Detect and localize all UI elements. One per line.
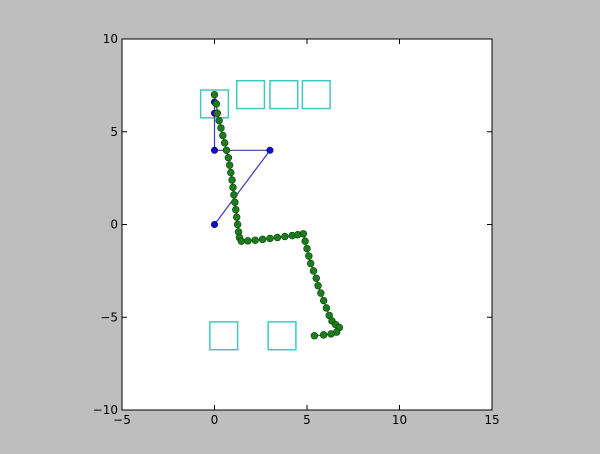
- obstacle-square: [267, 321, 297, 351]
- y-tick-label: 10: [103, 32, 118, 46]
- tracked-path-point: [322, 304, 331, 312]
- planned-path-point: [211, 221, 219, 229]
- y-tick-label: −5: [100, 310, 118, 324]
- tracked-path-point: [299, 230, 307, 238]
- tracked-path-point: [217, 124, 225, 132]
- tracked-path-point: [303, 244, 311, 253]
- tracked-path-point: [314, 282, 322, 290]
- tracked-path-point: [251, 236, 259, 244]
- x-tick-label: 15: [484, 413, 499, 427]
- tracked-path-point: [224, 154, 233, 162]
- tracked-path-point: [222, 146, 231, 155]
- x-tick-label: 5: [303, 413, 311, 427]
- x-tick-label: −5: [113, 413, 131, 427]
- planned-path-point: [266, 146, 274, 154]
- obstacle-square: [209, 321, 239, 351]
- tracked-path-point: [232, 205, 240, 214]
- tracked-path-point: [309, 267, 318, 275]
- tracked-path-point: [233, 220, 242, 229]
- tracked-path-point: [310, 332, 319, 340]
- planned-path-point: [211, 146, 219, 154]
- x-tick-label: 10: [392, 413, 407, 427]
- tracked-path-point: [220, 139, 229, 147]
- tracked-path-point: [301, 237, 309, 245]
- tracked-path-point: [231, 198, 239, 206]
- tracked-path-point: [307, 259, 315, 268]
- tracked-path-point: [210, 90, 219, 99]
- tracked-path-point: [273, 233, 282, 242]
- y-tick-label: 0: [110, 218, 118, 232]
- tracked-path-point: [228, 176, 236, 184]
- tracked-path-point: [319, 331, 328, 339]
- tracked-path-point: [213, 109, 221, 117]
- plot-area: [122, 39, 492, 410]
- tracked-path-point: [319, 296, 328, 305]
- obstacle-square: [301, 79, 331, 110]
- tracked-path-point: [215, 116, 223, 125]
- tracked-path-point: [225, 161, 234, 169]
- tracked-path-point: [229, 183, 237, 192]
- tracked-path-point: [312, 274, 320, 282]
- tracked-path-point: [266, 234, 274, 243]
- tracked-path-point: [212, 100, 221, 108]
- tracked-path-point: [227, 168, 235, 177]
- tracked-path-point: [317, 289, 325, 297]
- y-tick-label: −10: [93, 403, 118, 417]
- tracked-path-point: [219, 131, 227, 140]
- tracked-path-point: [237, 237, 246, 245]
- tracked-path-point: [327, 330, 335, 338]
- obstacle-square: [269, 79, 299, 110]
- x-tick-label: 0: [211, 413, 219, 427]
- tracked-path-point: [230, 191, 238, 199]
- tracked-path-point: [305, 252, 313, 260]
- tracked-path-point: [258, 235, 267, 244]
- obstacle-square: [235, 79, 266, 110]
- tracked-path-point: [244, 237, 252, 245]
- tracked-path-point: [281, 232, 289, 241]
- series-layer: [210, 90, 344, 340]
- tracked-path-point: [233, 213, 241, 221]
- y-tick-label: 5: [110, 125, 118, 139]
